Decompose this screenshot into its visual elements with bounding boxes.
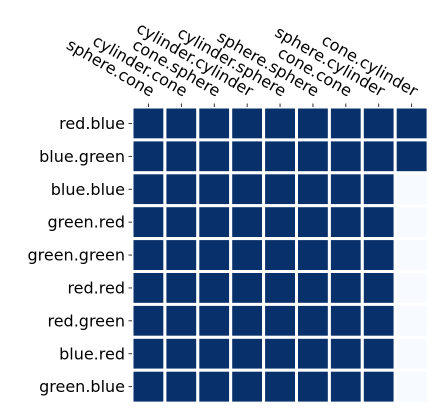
heatmap-cell [163, 237, 200, 274]
heatmap-cell [327, 237, 364, 274]
heatmap-cell [393, 237, 430, 274]
heatmap-cell [327, 171, 364, 208]
heatmap-cell [163, 138, 200, 175]
heatmap-cell [229, 105, 266, 142]
y-tick-label: red.green [47, 311, 125, 330]
heatmap-cell [163, 302, 200, 339]
heatmap-cell [327, 138, 364, 175]
heatmap-cell [393, 335, 430, 372]
heatmap-cell [360, 237, 397, 274]
heatmap-cell [229, 335, 266, 372]
heatmap-cell [163, 204, 200, 241]
heatmap-cell [196, 237, 233, 274]
heatmap-cell [229, 138, 266, 175]
heatmap-cell [393, 171, 430, 208]
heatmap-cell [130, 171, 167, 208]
heatmap-cell [130, 204, 167, 241]
heatmap-cell [360, 171, 397, 208]
heatmap-cell [229, 270, 266, 306]
heatmap-cell [295, 105, 331, 142]
heatmap-cell [196, 105, 233, 142]
heatmap-cell [327, 105, 364, 142]
heatmap-cell [262, 171, 299, 208]
heatmap-cell [196, 368, 233, 405]
heatmap-cell [229, 368, 266, 405]
heatmap-cell [262, 368, 299, 405]
heatmap-cell [393, 270, 430, 306]
heatmap-cell [196, 204, 233, 241]
heatmap-cell [360, 302, 397, 339]
heatmap-cell [229, 237, 266, 274]
y-axis-ticks: red.blue blue.green blue.blue green.red gree… [27, 114, 132, 396]
heatmap-cell [262, 237, 299, 274]
heatmap-cell [393, 138, 430, 175]
heatmap-cell [360, 335, 397, 372]
heatmap-cell [130, 237, 167, 274]
heatmap-cell [262, 270, 299, 306]
heatmap-cell [295, 270, 331, 306]
heatmap-cell [229, 171, 266, 208]
heatmap-cells [130, 105, 430, 405]
heatmap-cell [196, 138, 233, 175]
heatmap-cell [327, 335, 364, 372]
heatmap-cell [163, 171, 200, 208]
y-tick-label: red.red [67, 278, 125, 297]
heatmap-cell [262, 105, 299, 142]
heatmap-cell [229, 204, 266, 241]
heatmap-cell [327, 204, 364, 241]
y-tick-label: green.red [47, 213, 125, 232]
heatmap-cell [295, 237, 331, 274]
heatmap-cell [360, 105, 397, 142]
heatmap-cell [130, 368, 167, 405]
heatmap-cell [393, 105, 430, 142]
heatmap-cell [393, 368, 430, 405]
y-tick-label: green.green [27, 246, 125, 265]
heatmap-cell [196, 302, 233, 339]
heatmap-cell [295, 368, 331, 405]
heatmap-cell [262, 335, 299, 372]
heatmap-cell [130, 335, 167, 372]
heatmap-cell [196, 335, 233, 372]
x-axis-ticks: sphere.conecylinder.conecone.spherecylin… [63, 18, 422, 107]
heatmap-cell [262, 204, 299, 241]
heatmap-cell [262, 302, 299, 339]
heatmap-cell [130, 302, 167, 339]
heatmap-cell [295, 138, 331, 175]
heatmap-cell [130, 270, 167, 306]
heatmap-cell [393, 204, 430, 241]
heatmap-cell [327, 302, 364, 339]
heatmap-cell [295, 171, 331, 208]
heatmap-cell [295, 302, 331, 339]
heatmap-cell [295, 335, 331, 372]
heatmap-cell [196, 171, 233, 208]
heatmap-cell [360, 204, 397, 241]
heatmap-cell [229, 302, 266, 339]
y-tick-label: blue.blue [51, 180, 125, 199]
heatmap-cell [163, 368, 200, 405]
y-tick-label: blue.red [59, 344, 125, 363]
heatmap-cell [262, 138, 299, 175]
heatmap-cell [360, 368, 397, 405]
heatmap-cell [163, 105, 200, 142]
heatmap-cell [130, 105, 167, 142]
heatmap-cell [163, 335, 200, 372]
y-tick-label: red.blue [59, 114, 125, 133]
heatmap-cell [327, 270, 364, 306]
heatmap-cell [327, 368, 364, 405]
heatmap-cell [360, 138, 397, 175]
y-tick-label: blue.green [39, 147, 125, 166]
heatmap-cell [130, 138, 167, 175]
y-tick-label: green.blue [39, 377, 125, 396]
heatmap-cell [295, 204, 331, 241]
heatmap-cell [196, 270, 233, 306]
heatmap-cell [163, 270, 200, 306]
heatmap-cell [360, 270, 397, 306]
heatmap-cell [393, 302, 430, 339]
